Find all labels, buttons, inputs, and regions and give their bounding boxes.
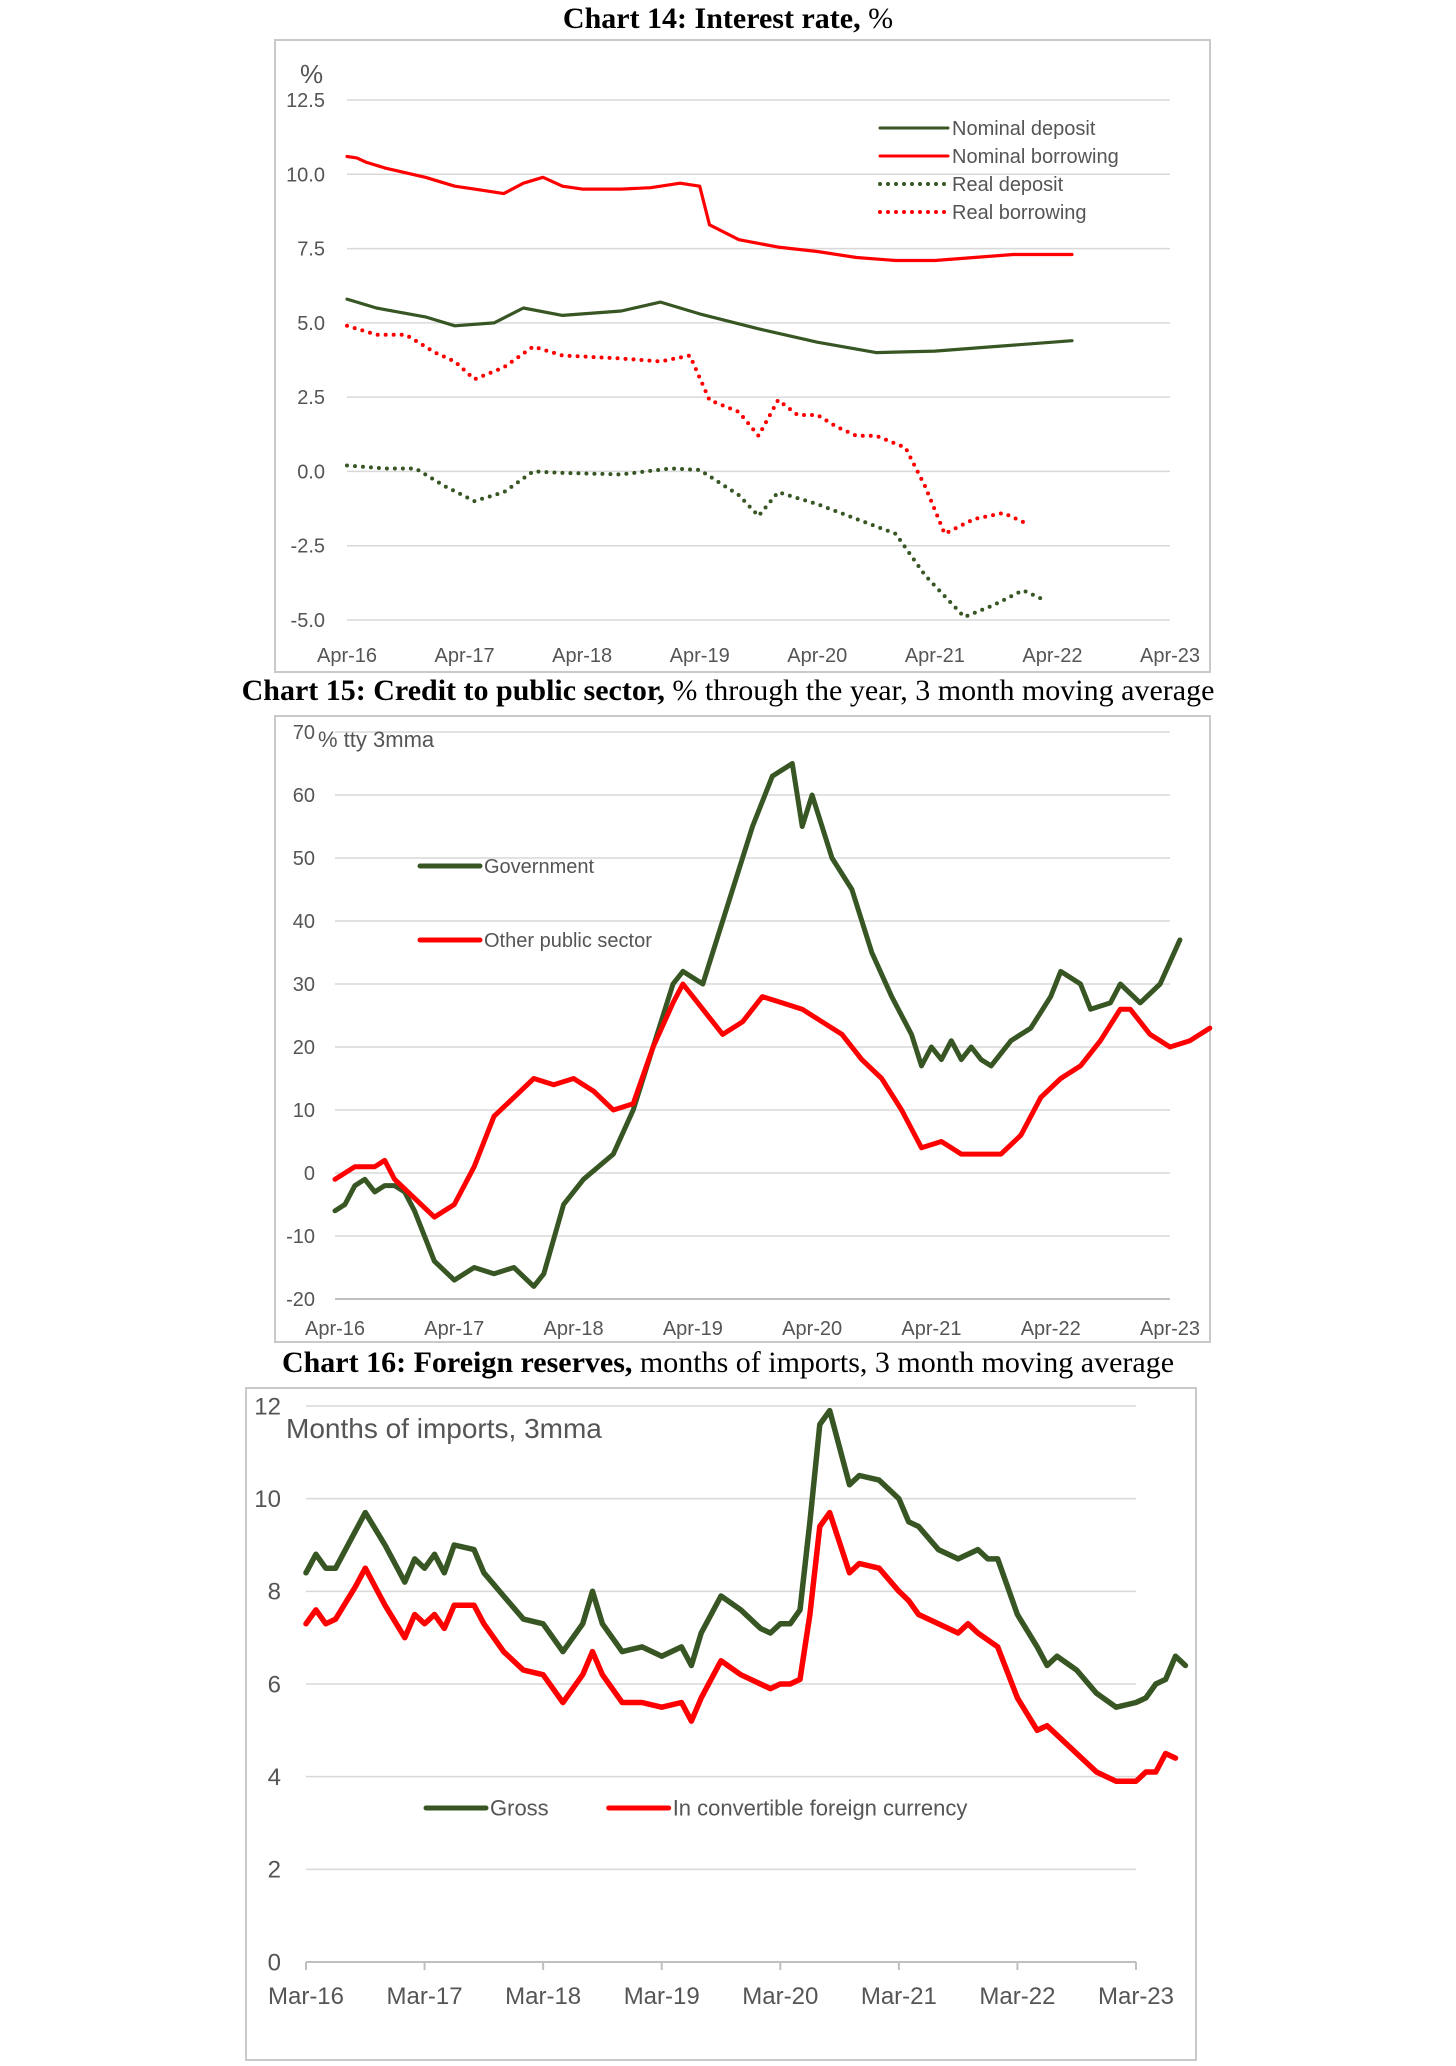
x-tick-label: Apr-18: [552, 645, 612, 667]
x-tick-label: Apr-17: [424, 1318, 484, 1340]
x-tick-label: Apr-20: [787, 645, 847, 667]
legend-label: Other public sector: [484, 930, 652, 952]
chart-frame: [274, 715, 1211, 1343]
y-tick-label: -5.0: [291, 610, 325, 632]
foreign-reserves-chart: 12 10 8 6 4 2 0 Mar-16 Mar-17 Mar-18 Mar-19 Mar-20 M…: [245, 1387, 1197, 2061]
x-tick-label: Apr-16: [305, 1318, 365, 1340]
chart-14-title-units: %: [868, 2, 894, 35]
x-tick-label: Mar-21: [861, 1983, 937, 2010]
y-tick-label: 20: [293, 1037, 315, 1059]
y-tick-label: 12: [254, 1393, 281, 1420]
x-tick-label: Mar-20: [742, 1983, 818, 2010]
y-axis-label: %: [300, 59, 323, 89]
chart-15-title-units: % through the year, 3 month moving avera…: [672, 674, 1215, 707]
x-tick-label: Mar-19: [624, 1983, 700, 2010]
legend-label: In convertible foreign currency: [673, 1796, 968, 1821]
y-tick-label: 70: [293, 722, 315, 744]
series-line-gross: [303, 1407, 1189, 1710]
y-tick-label: 40: [293, 911, 315, 933]
x-tick-label: Apr-19: [663, 1318, 723, 1340]
legend-label: Real borrowing: [952, 202, 1087, 224]
series-line-in-convertible-foreign-currency: [303, 1509, 1179, 1785]
x-tick-label: Apr-19: [670, 645, 730, 667]
chart-frame: [245, 1387, 1197, 2061]
legend-label: Nominal deposit: [952, 118, 1096, 140]
x-tick-label: Apr-18: [544, 1318, 604, 1340]
chart-14-title-bold: Chart 14: Interest rate,: [562, 2, 861, 35]
y-tick-label: 30: [293, 974, 315, 996]
y-tick-label: 4: [268, 1764, 281, 1791]
y-tick-label: -10: [286, 1226, 315, 1248]
chart-15-title-bold: Chart 15: Credit to public sector,: [241, 674, 665, 707]
y-tick-label: 5.0: [297, 313, 325, 335]
chart-14-title: Chart 14: Interest rate, %: [0, 2, 1456, 36]
interest-rate-chart: 12.5 10.0 7.5 5.0 2.5 0.0 -2.5 -5.0 Apr-16 Apr-17…: [274, 39, 1211, 673]
chart-frame: [274, 39, 1211, 673]
series-line-real-borrowing: [345, 323, 1025, 536]
series-line-nominal-borrowing: [345, 154, 1074, 263]
x-tick-label: Mar-16: [268, 1983, 344, 2010]
x-tick-label: Apr-16: [317, 645, 377, 667]
y-tick-label: 7.5: [297, 239, 325, 261]
y-tick-label: 2: [268, 1857, 281, 1884]
x-tick-label: Mar-22: [979, 1983, 1055, 2010]
legend-label: Gross: [490, 1796, 549, 1821]
chart-16-title: Chart 16: Foreign reserves, months of im…: [0, 1346, 1456, 1380]
series-line-real-deposit: [345, 463, 1045, 619]
series-line-nominal-deposit: [345, 297, 1074, 355]
legend-label: Real deposit: [952, 174, 1064, 196]
legend-label: Nominal borrowing: [952, 146, 1119, 168]
y-tick-label: 0: [268, 1949, 281, 1976]
x-tick-label: Apr-22: [1022, 645, 1082, 667]
chart-15-title: Chart 15: Credit to public sector, % thr…: [0, 674, 1456, 708]
y-tick-label: 12.5: [286, 90, 325, 112]
legend-label: Government: [484, 856, 594, 878]
x-tick-label: Apr-21: [901, 1318, 961, 1340]
x-tick-label: Mar-18: [505, 1983, 581, 2010]
x-tick-label: Mar-23: [1098, 1983, 1174, 2010]
y-tick-label: 10: [254, 1486, 281, 1513]
series-line-other-public-sector: [332, 981, 1213, 1220]
chart-16-title-units: months of imports, 3 month moving averag…: [639, 1346, 1175, 1379]
y-tick-label: 0: [304, 1163, 315, 1185]
y-tick-label: 8: [268, 1579, 281, 1606]
x-tick-label: Apr-23: [1140, 645, 1200, 667]
series-line-government: [332, 761, 1183, 1289]
x-tick-label: Apr-22: [1021, 1318, 1081, 1340]
chart-16-title-bold: Chart 16: Foreign reserves,: [281, 1346, 633, 1379]
y-tick-label: 2.5: [297, 387, 325, 409]
y-axis-label: Months of imports, 3mma: [286, 1413, 602, 1444]
x-tick-label: Apr-17: [435, 645, 495, 667]
y-tick-label: 10: [293, 1100, 315, 1122]
y-tick-label: -2.5: [291, 536, 325, 558]
x-tick-label: Mar-17: [387, 1983, 463, 2010]
x-tick-label: Apr-21: [905, 645, 965, 667]
y-axis-label: % tty 3mma: [318, 727, 435, 752]
y-tick-label: 6: [268, 1671, 281, 1698]
y-tick-label: 0.0: [297, 461, 325, 483]
y-tick-label: 50: [293, 848, 315, 870]
y-tick-label: -20: [286, 1289, 315, 1311]
y-tick-label: 10.0: [286, 164, 325, 186]
credit-public-sector-chart: 70 60 50 40 30 20 10 0 -10 -20 Apr-16 Apr-17 Apr-18 A…: [274, 715, 1213, 1343]
x-tick-label: Apr-23: [1140, 1318, 1200, 1340]
x-tick-label: Apr-20: [782, 1318, 842, 1340]
y-tick-label: 60: [293, 785, 315, 807]
